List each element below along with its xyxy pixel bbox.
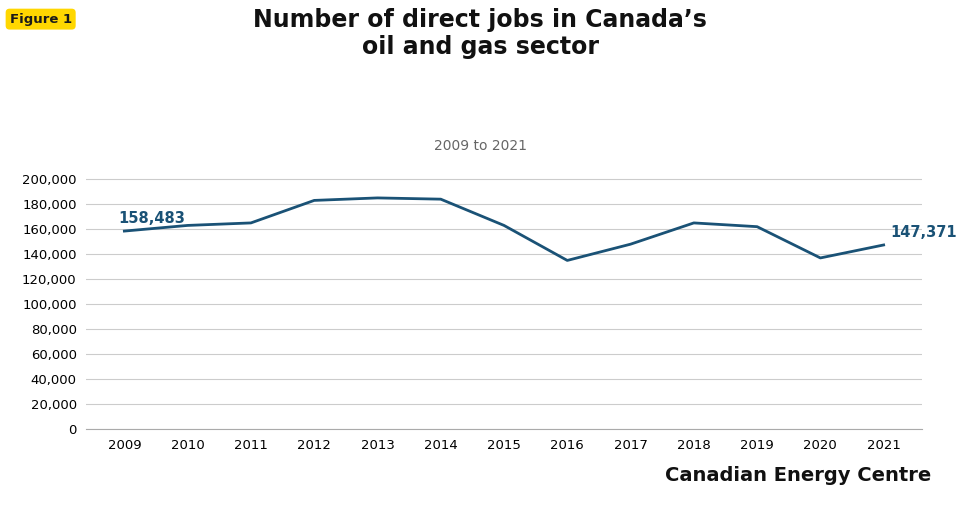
Text: 147,371: 147,371 — [890, 225, 956, 240]
Text: Canadian Energy Centre: Canadian Energy Centre — [665, 466, 931, 485]
Text: Figure 1: Figure 1 — [10, 13, 72, 26]
Text: 158,483: 158,483 — [118, 211, 185, 226]
Text: Number of direct jobs in Canada’s
oil and gas sector: Number of direct jobs in Canada’s oil an… — [253, 8, 707, 60]
Text: 2009 to 2021: 2009 to 2021 — [434, 139, 526, 153]
